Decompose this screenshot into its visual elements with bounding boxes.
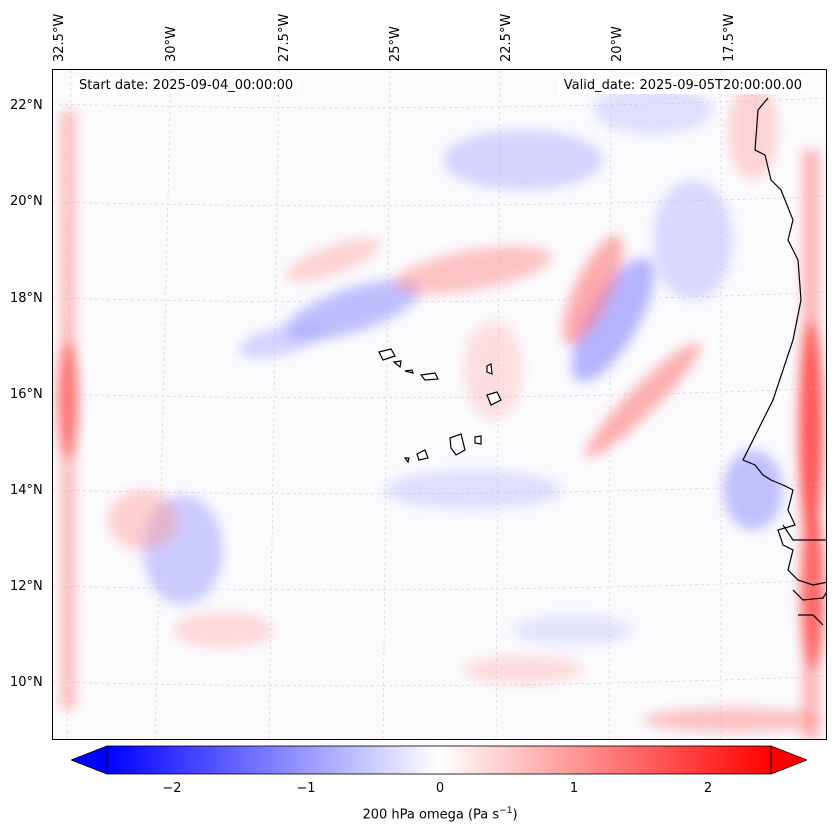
coastline <box>742 97 826 626</box>
colorbar-tick-1: 1 <box>569 781 579 796</box>
lat-label-16n: 16°N <box>10 387 43 402</box>
lat-label-14n: 14°N <box>10 483 43 498</box>
colorbar <box>71 745 807 775</box>
omega-map: Start date: 2025-09-04_00:00:00 Valid_da… <box>52 69 827 740</box>
lat-label-20n: 20°N <box>10 194 43 209</box>
lon-label-20w: 20°W <box>610 26 625 62</box>
lon-label-30w: 30°W <box>164 26 179 62</box>
colorbar-label-suffix: ) <box>512 807 518 823</box>
lon-label-25w: 25°W <box>388 26 403 62</box>
colorbar-tick-neg1: −1 <box>296 781 316 796</box>
colorbar-tick-2: 2 <box>703 781 713 796</box>
colorbar-label-exponent: −1 <box>499 806 513 816</box>
omega-field-svg <box>53 70 826 739</box>
start-date-label: Start date: 2025-09-04_00:00:00 <box>73 77 300 94</box>
lat-label-18n: 18°N <box>10 291 43 306</box>
colorbar-label-prefix: 200 hPa omega (Pa s <box>362 807 500 823</box>
gridlines <box>53 70 826 739</box>
cape-verde-islands <box>378 348 502 464</box>
valid-date-label: Valid_date: 2025-09-05T20:00:00.00 <box>557 77 808 94</box>
lon-label-27-5w: 27.5°W <box>277 13 292 62</box>
omega-contours <box>57 80 825 739</box>
lat-label-10n: 10°N <box>10 675 43 690</box>
lon-label-32-5w: 32.5°W <box>52 13 67 62</box>
colorbar-max-extend <box>770 745 807 775</box>
lat-label-12n: 12°N <box>10 579 43 594</box>
lon-label-22-5w: 22.5°W <box>499 13 514 62</box>
lon-label-17-5w: 17.5°W <box>722 13 737 62</box>
colorbar-gradient <box>106 745 772 775</box>
lat-label-22n: 22°N <box>10 98 43 113</box>
colorbar-tick-neg2: −2 <box>162 781 182 796</box>
colorbar-min-extend <box>71 745 108 775</box>
colorbar-label: 200 hPa omega (Pa s−1) <box>0 806 837 822</box>
colorbar-tick-0: 0 <box>435 781 445 796</box>
